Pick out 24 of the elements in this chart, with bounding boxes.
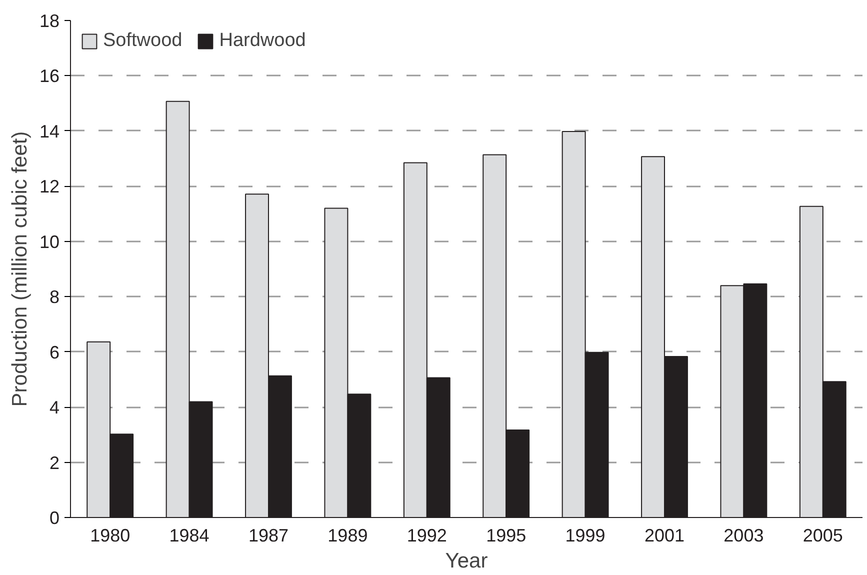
- x-tick-label: 1980: [90, 526, 130, 546]
- y-tick-label: 2: [49, 452, 60, 473]
- y-tick-label: 0: [49, 508, 60, 528]
- x-tick-label: 2005: [802, 526, 843, 546]
- x-tick-label: 1989: [328, 526, 368, 546]
- x-axis-title: Year: [445, 550, 488, 572]
- legend-label: Softwood: [103, 30, 182, 52]
- y-axis-title: Production (million cubic feet): [8, 131, 32, 407]
- legend-label: Hardwood: [219, 30, 306, 52]
- x-tick-label: 2003: [724, 526, 764, 546]
- y-tick-label: 12: [39, 176, 60, 197]
- y-tick-label: 18: [39, 11, 60, 31]
- x-tick-label: 1995: [486, 526, 526, 546]
- y-tick-label: 4: [49, 398, 60, 418]
- y-tick-label: 14: [39, 121, 60, 142]
- y-tick-label: 8: [49, 287, 60, 308]
- y-tick-label: 16: [39, 66, 60, 86]
- x-tick-label: 2001: [644, 526, 685, 546]
- y-tick-label: 6: [49, 342, 60, 362]
- x-tick-label: 1992: [406, 526, 447, 546]
- x-tick-label: 1984: [169, 526, 210, 546]
- x-tick-label: 1987: [248, 526, 289, 546]
- y-tick-label: 10: [39, 232, 60, 252]
- x-tick-label: 1999: [565, 526, 606, 546]
